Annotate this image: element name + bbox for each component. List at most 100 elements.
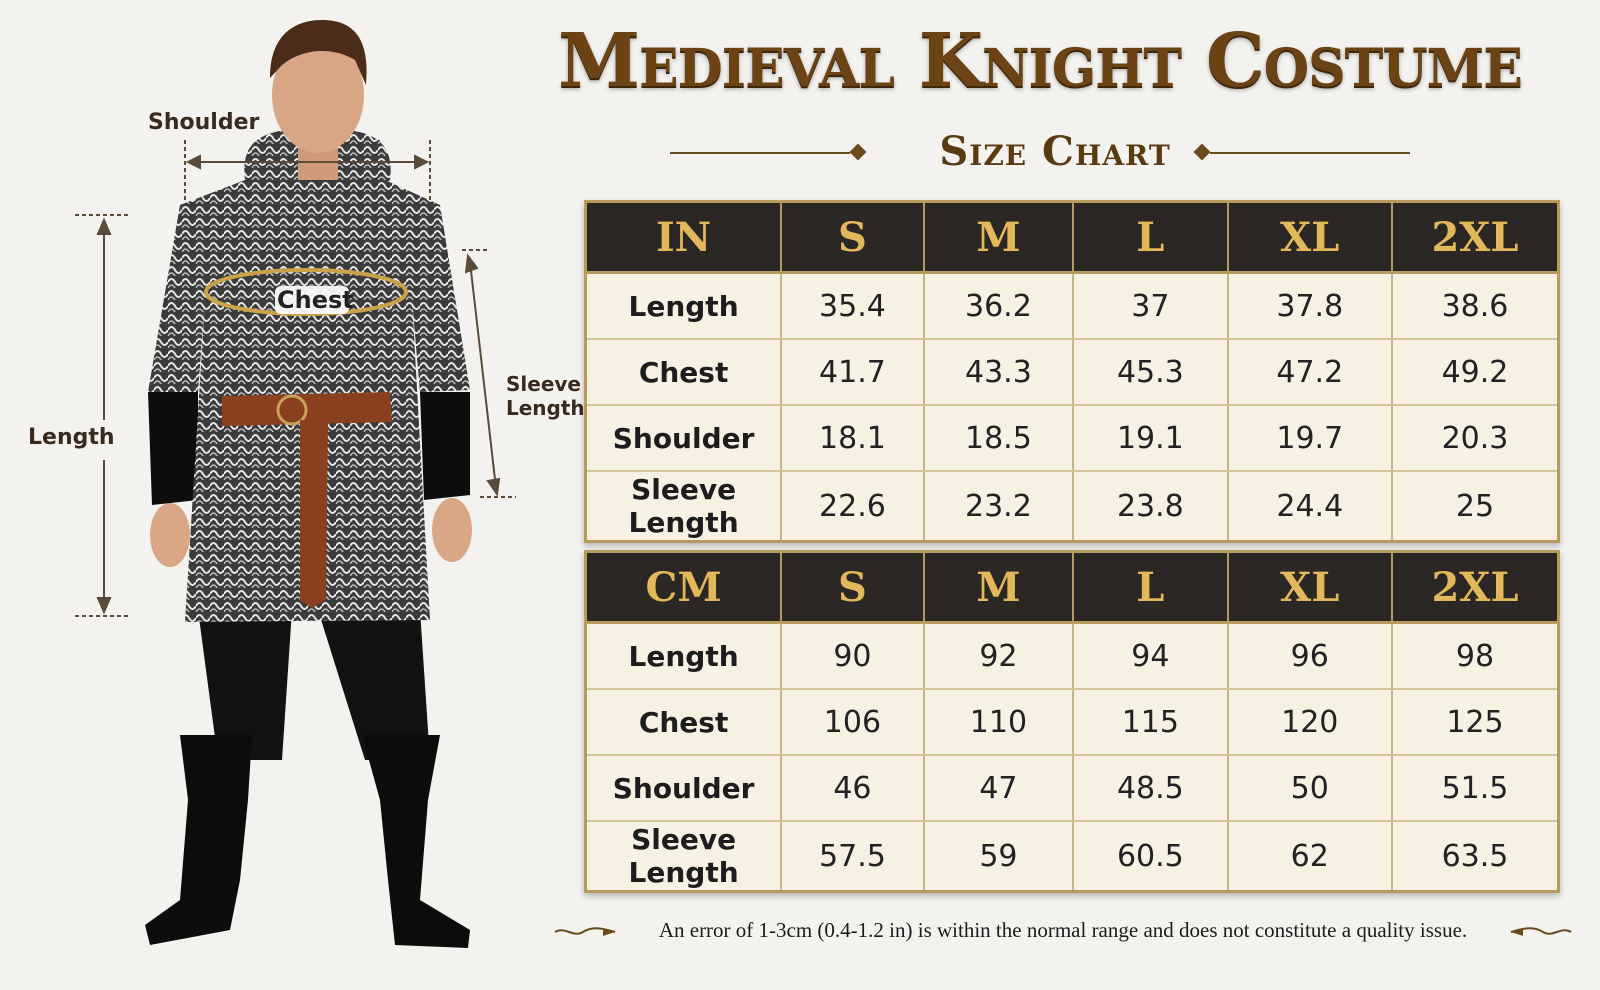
table-cell: 125	[1391, 689, 1559, 756]
left-bracer	[148, 392, 198, 505]
table-cell: 36.2	[923, 272, 1075, 340]
size-header: L	[1073, 201, 1229, 274]
left-hand	[150, 503, 190, 567]
table-cell: 46	[781, 755, 925, 822]
model-figure: Shoulder Chest Length Sleeve Length	[0, 0, 590, 990]
table-row: Sleeve Length 22.6 23.2 23.8 24.4 25	[585, 471, 1559, 542]
table-cell: 98	[1391, 622, 1559, 690]
table-cell: 57.5	[781, 821, 925, 892]
flourish-left-icon	[554, 927, 616, 936]
table-row: Shoulder 46 47 48.5 50 51.5	[585, 755, 1559, 822]
table-cell: 47	[923, 755, 1075, 822]
table-row: Chest 41.7 43.3 45.3 47.2 49.2	[585, 339, 1559, 406]
table-cell: 92	[923, 622, 1075, 690]
page-title: Medieval Knight Costume	[558, 18, 1523, 104]
table-cell: 90	[781, 622, 925, 690]
subtitle-divider-right	[1210, 152, 1410, 154]
table-cell: 37.8	[1227, 272, 1393, 340]
table-cell: 35.4	[781, 272, 925, 340]
belt-strap	[300, 420, 328, 608]
row-label: Length	[585, 272, 783, 340]
table-cell: 23.2	[923, 471, 1075, 542]
unit-header: CM	[585, 551, 783, 624]
unit-header: IN	[585, 201, 783, 274]
table-row: Shoulder 18.1 18.5 19.1 19.7 20.3	[585, 405, 1559, 472]
sleeve-length-label-line2: Length	[506, 396, 585, 420]
size-table-centimeters: CM S M L XL 2XL Length 90 92 94 96 98 Ch…	[584, 550, 1560, 893]
knight-illustration	[75, 20, 516, 948]
size-header: 2XL	[1391, 201, 1559, 274]
table-row: Length 90 92 94 96 98	[585, 622, 1559, 690]
table-cell: 59	[923, 821, 1075, 892]
trousers	[198, 610, 430, 760]
footnote: An error of 1-3cm (0.4-1.2 in) is within…	[553, 918, 1573, 948]
size-header: 2XL	[1391, 551, 1559, 624]
size-header: XL	[1227, 551, 1393, 624]
table-cell: 38.6	[1391, 272, 1559, 340]
row-label: Chest	[585, 689, 783, 756]
row-label: Shoulder	[585, 755, 783, 822]
table-header-row: CM S M L XL 2XL	[585, 551, 1559, 624]
table-cell: 106	[781, 689, 925, 756]
table-cell: 45.3	[1073, 339, 1229, 406]
table-cell: 19.7	[1227, 405, 1393, 472]
table-cell: 50	[1227, 755, 1393, 822]
table-cell: 48.5	[1073, 755, 1229, 822]
length-label: Length	[28, 425, 115, 450]
table-row: Sleeve Length 57.5 59 60.5 62 63.5	[585, 821, 1559, 892]
shoulder-label: Shoulder	[148, 110, 260, 135]
flourish-right-icon	[1510, 927, 1572, 936]
chest-measure-ellipse	[204, 268, 408, 316]
sleeve-measure-guide	[462, 249, 516, 498]
subtitle-divider-left	[670, 152, 850, 154]
sleeve-length-label-line1: Sleeve	[506, 372, 581, 396]
table-row: Chest 106 110 115 120 125	[585, 689, 1559, 756]
belt-buckle	[276, 394, 308, 426]
table-cell: 43.3	[923, 339, 1075, 406]
table-cell: 23.8	[1073, 471, 1229, 542]
table-cell: 62	[1227, 821, 1393, 892]
table-cell: 110	[923, 689, 1075, 756]
size-table-inches: IN S M L XL 2XL Length 35.4 36.2 37 37.8…	[584, 200, 1560, 543]
table-cell: 25	[1455, 488, 1495, 524]
size-header: S	[781, 551, 925, 624]
table-cell: 47.2	[1227, 339, 1393, 406]
hair	[270, 20, 367, 85]
length-measure-guide	[75, 214, 130, 617]
row-label: Sleeve Length	[585, 821, 783, 892]
table-cell: 94	[1073, 622, 1229, 690]
size-header: S	[781, 201, 925, 274]
head	[272, 37, 364, 153]
size-header: L	[1073, 551, 1229, 624]
table-cell: 22.6	[781, 471, 925, 542]
row-label: Chest	[585, 339, 783, 406]
row-label: Sleeve Length	[585, 471, 783, 542]
table-cell: 20.3	[1391, 405, 1559, 472]
size-header: XL	[1227, 201, 1393, 274]
table-cell: 18.1	[781, 405, 925, 472]
boots	[145, 735, 470, 948]
size-header: M	[923, 201, 1075, 274]
table-row: Length 35.4 36.2 37 37.8 38.6	[585, 272, 1559, 340]
row-label: Length	[585, 622, 783, 690]
table-cell: 18.5	[923, 405, 1075, 472]
table-cell: 96	[1227, 622, 1393, 690]
size-header: M	[923, 551, 1075, 624]
chainmail-tunic	[148, 140, 470, 622]
right-bracer	[420, 392, 470, 500]
table-cell: 49.2	[1391, 339, 1559, 406]
table-cell: 37	[1073, 272, 1229, 340]
table-cell: 24.4	[1227, 471, 1393, 542]
subtitle: Size Chart	[939, 128, 1171, 175]
right-hand	[432, 498, 472, 562]
table-cell: 63.5	[1441, 838, 1509, 874]
table-cell: 60.5	[1073, 821, 1229, 892]
subtitle-row: Size Chart	[670, 128, 1440, 178]
table-cell: 19.1	[1073, 405, 1229, 472]
table-cell: 41.7	[781, 339, 925, 406]
table-cell: 115	[1073, 689, 1229, 756]
table-cell: 51.5	[1391, 755, 1559, 822]
sleeve-length-label: Sleeve Length	[506, 372, 585, 420]
shoulder-measure-guide	[184, 140, 431, 200]
chest-label: Chest	[275, 286, 354, 314]
